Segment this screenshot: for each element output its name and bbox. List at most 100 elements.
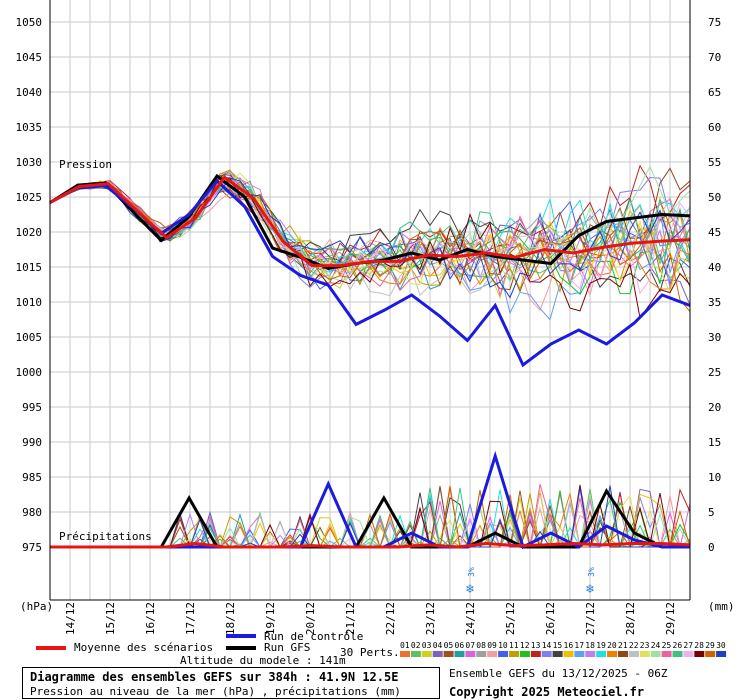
perturbation-color-swatch [618,651,628,657]
perturbation-color-swatch [650,651,661,657]
right-tick-label: 40 [708,261,721,274]
date-tick-label: 16/12 [144,602,157,635]
right-tick-label: 75 [708,16,721,29]
perturbation-id-label: 09 [487,641,497,650]
date-tick-label: 18/12 [224,602,237,635]
right-tick-label: 5 [708,506,715,519]
legend: Moyenne des scénarios Run de contrôle Ru… [36,630,400,667]
perturbation-id-label: 14 [542,641,552,650]
perturbation-color-swatch [541,651,552,657]
perturbation-color-swatch [498,651,509,657]
left-unit-label: (hPa) [20,600,53,613]
perturbation-id-label: 29 [705,641,715,650]
date-tick-label: 28/12 [624,602,637,635]
perturbation-id-label: 19 [596,641,606,650]
perturbation-id-label: 04 [433,641,443,650]
perturbation-id-label: 07 [465,641,475,650]
snowflake-icon: ❄ [585,582,594,597]
left-tick-label: 980 [22,506,42,519]
series-pressure-line [49,175,691,268]
left-tick-label: 1010 [16,296,43,309]
right-tick-label: 65 [708,86,721,99]
perturbation-29-pressure [49,174,691,312]
left-tick-label: 1030 [16,156,43,169]
right-tick-label: 45 [708,226,721,239]
right-unit-label: (mm) [708,600,735,613]
precip-section-label: Précipitations [59,530,152,543]
perturbation-id-label: 22 [629,641,639,650]
perturbation-id-label: 08 [476,641,486,650]
perturbation-id-label: 24 [651,641,661,650]
perturbation-color-swatch [432,651,443,657]
date-tick-label: 21/12 [344,602,357,635]
right-tick-label: 50 [708,191,721,204]
title-box [22,667,440,699]
perturbation-color-swatch [519,651,530,657]
date-tick-label: 22/12 [384,602,397,635]
right-tick-label: 25 [708,366,721,379]
right-tick-label: 35 [708,296,721,309]
perturbation-28-pressure [49,176,691,320]
perturbation-id-label: 12 [520,641,530,650]
perturbation-id-label: 30 [716,641,726,650]
run-info: Ensemble GEFS du 13/12/2025 - 06Z [449,667,668,680]
left-tick-label: 985 [22,471,42,484]
perturbation-id-label: 20 [607,641,617,650]
date-tick-label: 29/12 [664,602,677,635]
perturbation-color-swatch [443,651,454,657]
perturbation-id-label: 03 [422,641,432,650]
right-tick-label: 20 [708,401,721,414]
perturbation-id-label: 18 [585,641,595,650]
left-tick-label: 995 [22,401,42,414]
perturbation-id-label: 06 [455,641,465,650]
left-tick-label: 1050 [16,16,43,29]
snow-percent-label: 3% [467,567,476,577]
perturbation-id-label: 17 [574,641,584,650]
perturbation-color-swatch [694,651,705,657]
perturbation-id-label: 05 [444,641,454,650]
date-tick-label: 19/12 [264,602,277,635]
copyright: Copyright 2025 Meteociel.fr [449,685,645,699]
perturbation-color-swatch [574,651,585,657]
date-tick-label: 26/12 [544,602,557,635]
perturbation-color-swatch [607,651,618,657]
date-tick-label: 25/12 [504,602,517,635]
mean-legend-label: Moyenne des scénarios [74,641,213,654]
perturbation-color-swatch [530,651,541,657]
pressure-section-label: Pression [59,158,112,171]
left-tick-label: 1005 [16,331,43,344]
perturbation-color-swatch [410,651,421,657]
date-tick-label: 24/12 [464,602,477,635]
perturbation-color-swatch [716,651,727,657]
perturbation-color-swatch [639,651,650,657]
perturbation-color-swatch [454,651,465,657]
date-tick-label: 14/12 [64,602,77,635]
left-tick-label: 1015 [16,261,43,274]
perturbation-color-swatch [465,651,476,657]
perturbation-25-pressure [49,176,691,292]
left-tick-label: 1045 [16,51,43,64]
perts-count-label: 30 Perts. [340,646,400,659]
perturbation-legend: 01 02 03 04 05 06 07 08 09 10 11 12 13 14 15 16 17 18 19 20… [400,641,727,657]
left-tick-label: 1025 [16,191,43,204]
model-altitude: Altitude du modele : 141m [180,654,346,667]
series-precip-line [50,541,691,549]
right-tick-label: 70 [708,51,721,64]
chart-grid [49,0,691,600]
perturbation-color-swatch [563,651,574,657]
perturbation-color-swatch [683,651,694,657]
left-tick-label: 1035 [16,121,43,134]
perturbation-id-label: 15 [553,641,563,650]
left-tick-label: 990 [22,436,42,449]
date-tick-label: 27/12 [584,602,597,635]
right-tick-label: 10 [708,471,721,484]
right-tick-label: 30 [708,331,721,344]
chart-subtitle: Pression au niveau de la mer (hPa) , pré… [30,685,401,698]
perturbation-color-swatch [705,651,716,657]
perturbation-id-label: 27 [683,641,693,650]
perturbation-color-swatch [661,651,672,657]
perturbation-id-label: 01 [400,641,410,650]
main-series-lines [49,173,691,550]
chart-title: Diagramme des ensembles GEFS sur 384h : … [30,670,399,684]
